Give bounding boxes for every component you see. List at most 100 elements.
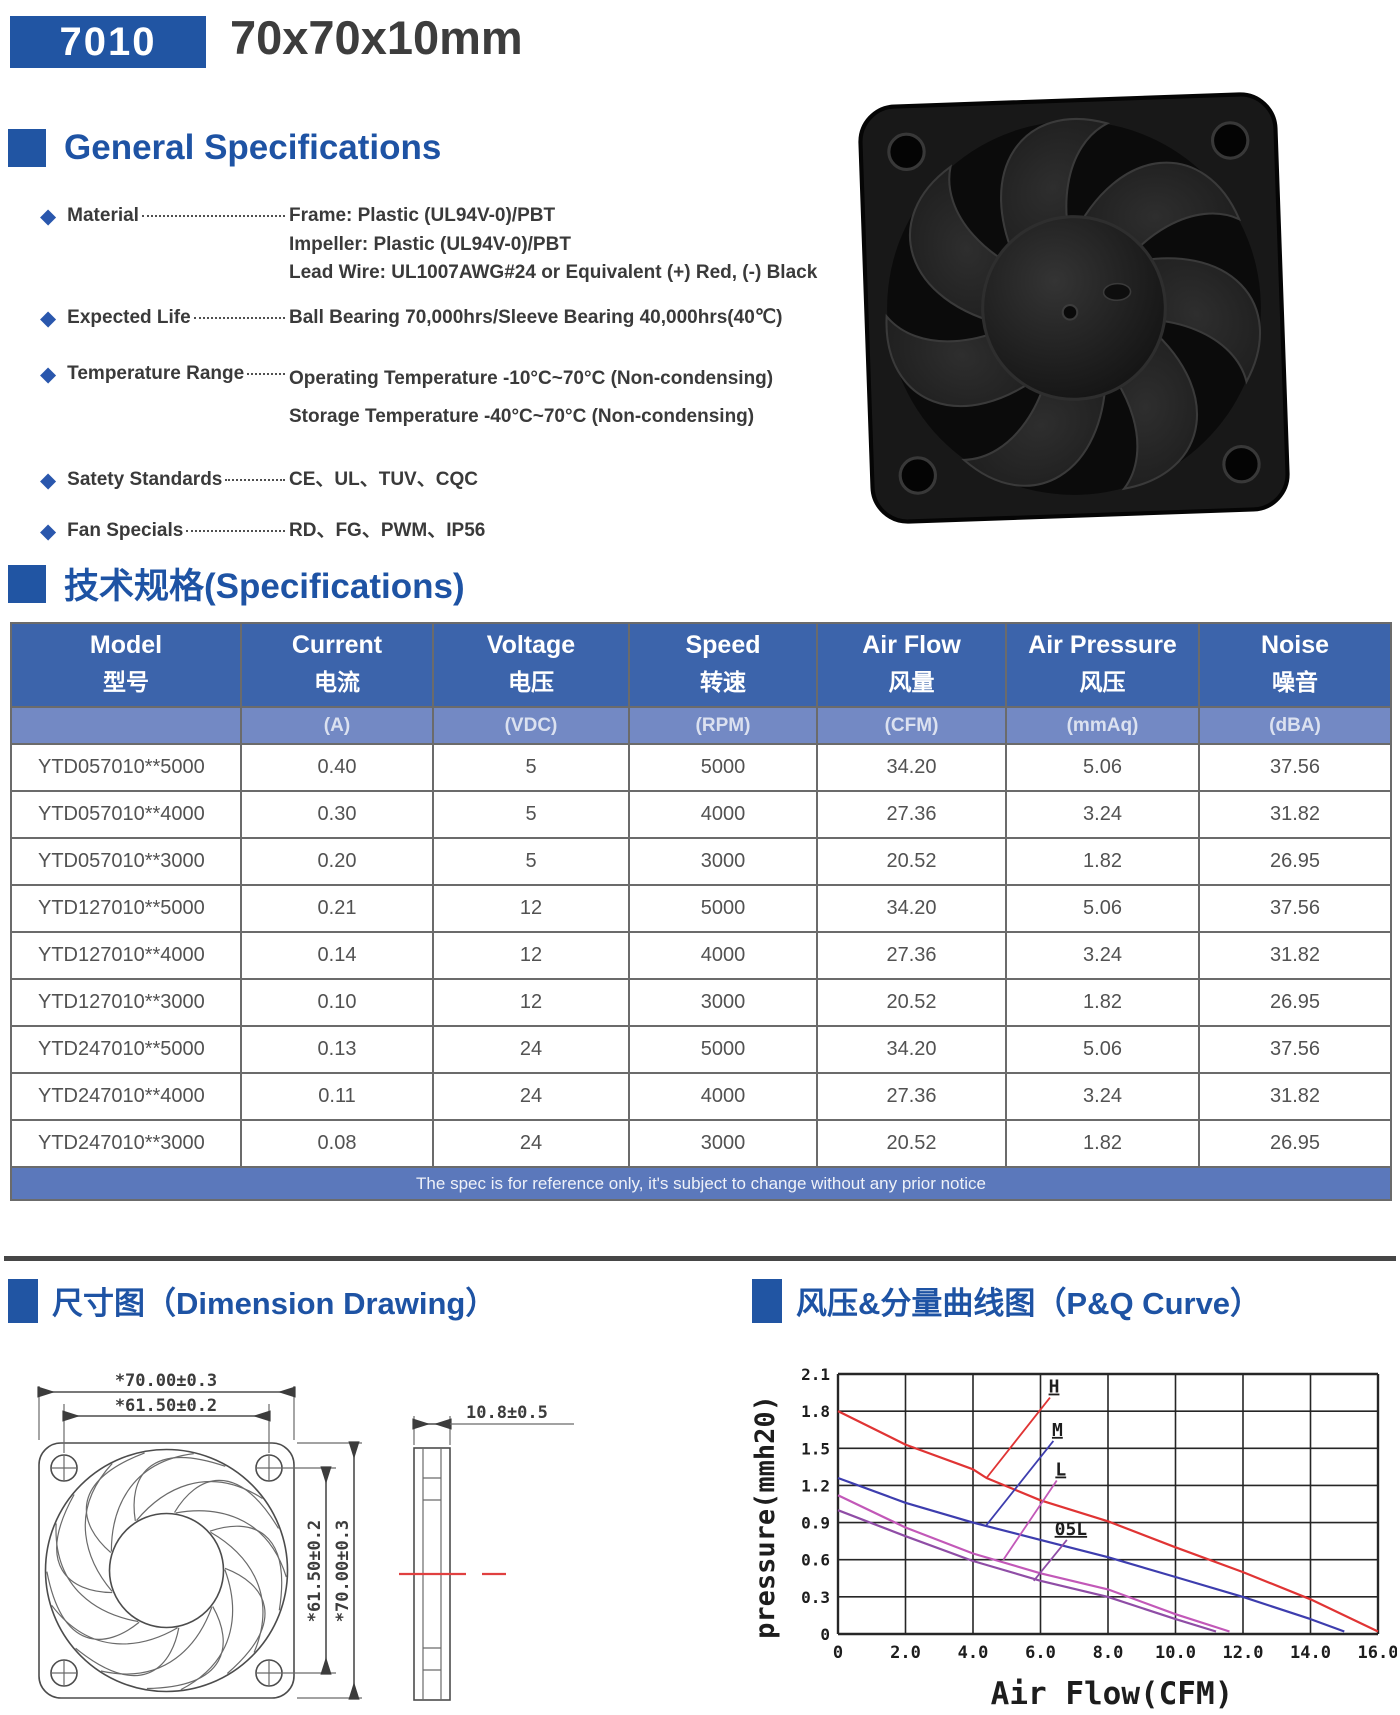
table-row: YTD127010**4000 0.14 12 4000 27.36 3.24 31.82 (10, 931, 1392, 980)
value-cell: 37.56 (1198, 1025, 1392, 1074)
series-curve-M (837, 1476, 1345, 1633)
value-cell: 27.36 (816, 931, 1007, 980)
series-label-05L: 05L (1055, 1519, 1088, 1540)
y-tick-label: 0.9 (801, 1514, 830, 1533)
series-label-H: H (1049, 1377, 1060, 1398)
spec-label: Fan Specials (67, 520, 184, 542)
value-cell: 3000 (628, 837, 818, 886)
value-cell: 3.24 (1005, 931, 1200, 980)
value-cell: 5 (432, 790, 630, 839)
units-row: (A) (VDC) (RPM) (CFM) (mmAq) (dBA) (10, 706, 1392, 745)
value-cell: 26.95 (1198, 837, 1392, 886)
y-tick-label: 2.1 (801, 1365, 830, 1384)
value-cell: 24 (432, 1072, 630, 1121)
section-marker-icon (8, 564, 46, 603)
diamond-bullet-icon: ◆ (40, 362, 57, 386)
model-cell: YTD057010**4000 (10, 790, 242, 839)
table-row: YTD057010**5000 0.40 5 5000 34.20 5.06 37.56 (10, 743, 1392, 792)
value-cell: 3.24 (1005, 1072, 1200, 1121)
dot-leader (225, 466, 285, 481)
value-cell: 24 (432, 1119, 630, 1168)
column-header: Air Flow 风量 (816, 622, 1007, 708)
value-cell: 37.56 (1198, 884, 1392, 933)
table-row: YTD127010**3000 0.10 12 3000 20.52 1.82 26.95 (10, 978, 1392, 1027)
unit-cell (10, 706, 242, 745)
value-cell: 3.24 (1005, 790, 1200, 839)
x-tick-label: 14.0 (1290, 1643, 1331, 1663)
value-cell: 26.95 (1198, 1119, 1392, 1168)
y-tick-label: 1.8 (801, 1402, 830, 1421)
value-cell: 0.10 (240, 978, 434, 1027)
dim-height-outer: *70.00±0.3 (333, 1520, 353, 1622)
y-tick-label: 0.6 (801, 1551, 830, 1570)
y-tick-label: 1.5 (801, 1439, 830, 1458)
spec-value: Operating Temperature -10°C~70°C (Non-co… (289, 360, 773, 436)
series-label-L: L (1055, 1460, 1066, 1481)
series-curve-05L (837, 1509, 1217, 1633)
diamond-bullet-icon: ◆ (40, 520, 57, 544)
x-tick-label: 0 (833, 1643, 843, 1663)
spec-key: ◆ Temperature Range (40, 360, 289, 389)
value-cell: 34.20 (816, 1025, 1007, 1074)
mount-hole (1222, 444, 1261, 484)
spec-value-line: Impeller: Plastic (UL94V-0)/PBT (289, 233, 571, 255)
value-cell: 12 (432, 931, 630, 980)
product-size-title: 70x70x10mm (230, 11, 523, 64)
dimension-side-view: 10.8±0.5 (399, 1403, 574, 1701)
column-header: Air Pressure 风压 (1005, 622, 1200, 708)
table-row: YTD247010**4000 0.11 24 4000 27.36 3.24 31.82 (10, 1072, 1392, 1121)
value-cell: 24 (432, 1025, 630, 1074)
y-tick-label: 0.3 (801, 1588, 830, 1607)
x-tick-label: 16.0 (1358, 1643, 1397, 1663)
impeller-blades (29, 1428, 311, 1714)
series-label-M: M (1052, 1420, 1063, 1441)
general-specs-list: ◆ Material Frame: Plastic (UL94V-0)/PBT … (40, 202, 850, 547)
unit-cell: (A) (240, 706, 434, 745)
spec-table-header: 技术规格(Specifications) (8, 558, 465, 609)
pq-curve-chart: 0 2.0 4.0 6.0 8.0 10.0 12.0 14.0 16.0 0 0.3 0.6 0.9 1… (752, 1365, 1397, 1712)
spec-row-expected-life: ◆ Expected Life Ball Bearing 70,000hrs/S… (40, 304, 850, 333)
footnote-row: The spec is for reference only, it's sub… (10, 1166, 1392, 1201)
section-title: 尺寸图（Dimension Drawing） (52, 1286, 497, 1321)
model-cell: YTD247010**5000 (10, 1025, 242, 1074)
pq-plot-area: 0 2.0 4.0 6.0 8.0 10.0 12.0 14.0 16.0 0 0.3 0.6 0.9 1… (801, 1365, 1397, 1663)
spec-row-material: ◆ Material Frame: Plastic (UL94V-0)/PBT … (40, 202, 850, 288)
value-cell: 1.82 (1005, 1119, 1200, 1168)
value-cell: 0.13 (240, 1025, 434, 1074)
value-cell: 5.06 (1005, 743, 1200, 792)
value-cell: 31.82 (1198, 790, 1392, 839)
model-cell: YTD127010**3000 (10, 978, 242, 1027)
spec-value: RD、FG、PWM、IP56 (289, 517, 485, 546)
value-cell: 1.82 (1005, 837, 1200, 886)
value-cell: 3000 (628, 978, 818, 1027)
spec-value-line: CE、UL、TUV、CQC (289, 468, 478, 490)
section-marker-icon (8, 129, 46, 167)
value-cell: 0.08 (240, 1119, 434, 1168)
x-tick-label: 8.0 (1093, 1643, 1124, 1663)
section-marker-icon (8, 1278, 38, 1323)
spec-value: CE、UL、TUV、CQC (289, 466, 478, 495)
spec-label: Expected Life (67, 306, 191, 328)
table-row: YTD127010**5000 0.21 12 5000 34.20 5.06 37.56 (10, 884, 1392, 933)
diamond-bullet-icon: ◆ (40, 468, 57, 492)
value-cell: 5 (432, 837, 630, 886)
mount-hole (898, 456, 938, 495)
value-cell: 34.20 (816, 743, 1007, 792)
value-cell: 4000 (628, 931, 818, 980)
unit-cell: (VDC) (432, 706, 630, 745)
value-cell: 31.82 (1198, 1072, 1392, 1121)
spec-label: Material (67, 205, 139, 226)
value-cell: 37.56 (1198, 743, 1392, 792)
value-cell: 20.52 (816, 1119, 1007, 1168)
model-badge: 7010 (10, 16, 206, 68)
column-header: Model 型号 (10, 622, 242, 708)
value-cell: 0.40 (240, 743, 434, 792)
x-tick-label: 12.0 (1223, 1643, 1264, 1663)
column-header: Noise 噪音 (1198, 622, 1392, 708)
spec-value-line: Ball Bearing 70,000hrs/Sleeve Bearing 40… (289, 306, 783, 328)
spec-value-line: Storage Temperature -40°C~70°C (Non-cond… (289, 405, 755, 427)
unit-cell: (RPM) (628, 706, 818, 745)
spec-value-line: Operating Temperature -10°C~70°C (Non-co… (289, 367, 774, 389)
value-cell: 20.52 (816, 837, 1007, 886)
spec-key: ◆ Expected Life (40, 304, 289, 333)
